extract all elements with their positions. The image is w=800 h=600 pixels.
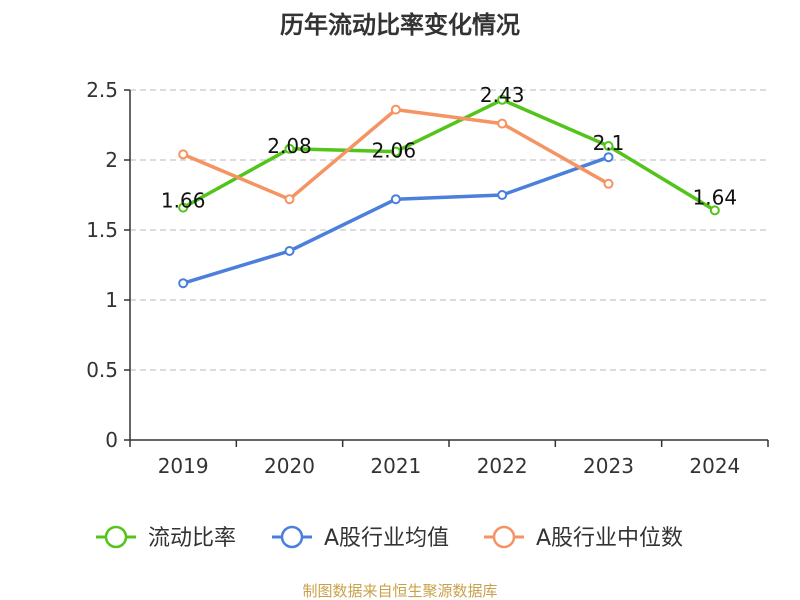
source-note: 制图数据来自恒生聚源数据库 (302, 582, 497, 600)
legend-marker (104, 525, 128, 549)
data-point-0 (709, 205, 720, 216)
data-point-1 (284, 246, 295, 256)
y-tick-label: 2.5 (86, 78, 118, 102)
x-tick-label: 2020 (264, 454, 315, 478)
y-tick-label: 0.5 (86, 358, 118, 382)
data-point-2 (497, 118, 508, 129)
legend-marker (280, 525, 304, 549)
data-label: 2.43 (480, 83, 525, 107)
legend-marker (492, 525, 516, 549)
data-point-1 (390, 194, 401, 205)
data-point-0 (603, 141, 614, 151)
y-tick-label: 2 (105, 148, 118, 172)
data-point-0 (178, 202, 189, 213)
series-lines (178, 94, 720, 289)
legend: 流动比率 A股行业均值 A股行业中位数 (96, 525, 683, 551)
data-point-2 (178, 149, 189, 160)
grid-lines (130, 89, 768, 371)
series-line-0 (181, 98, 717, 213)
x-tick-label: 2021 (370, 454, 421, 478)
data-labels: 1.66 2.08 2.06 2.43 2.1 1.64 (161, 83, 737, 213)
data-point-0 (284, 143, 295, 154)
data-point-2 (284, 194, 295, 205)
legend-label: A股行业中位数 (536, 526, 683, 551)
data-point-1 (603, 152, 614, 163)
data-label: 2.08 (267, 134, 312, 158)
data-point-1 (178, 278, 189, 289)
data-label: 2.1 (593, 131, 625, 155)
series-line-1 (181, 155, 611, 285)
data-point-2 (390, 104, 401, 115)
data-label: 1.66 (161, 189, 206, 213)
chart-title: 历年流动比率变化情况 (280, 11, 520, 39)
data-label: 2.06 (372, 139, 417, 163)
y-tick-label: 1 (105, 288, 118, 312)
data-point-2 (603, 178, 614, 189)
x-tick-label: 2024 (689, 454, 740, 478)
legend-label: 流动比率 (148, 526, 236, 551)
data-label: 1.64 (693, 185, 738, 209)
axes: 0 0.5 1 1.5 2 2.5 2019 2020 2021 2022 2023 2024 (86, 78, 769, 478)
y-tick-label: 1.5 (86, 218, 118, 242)
data-point-1 (497, 190, 508, 200)
y-tick-label: 0 (105, 428, 118, 452)
x-tick-label: 2023 (583, 454, 634, 478)
x-tick-label: 2019 (158, 454, 209, 478)
x-tick-label: 2022 (477, 454, 528, 478)
legend-label: A股行业均值 (324, 526, 449, 551)
data-point-0 (390, 146, 401, 157)
data-point-0 (497, 94, 508, 105)
